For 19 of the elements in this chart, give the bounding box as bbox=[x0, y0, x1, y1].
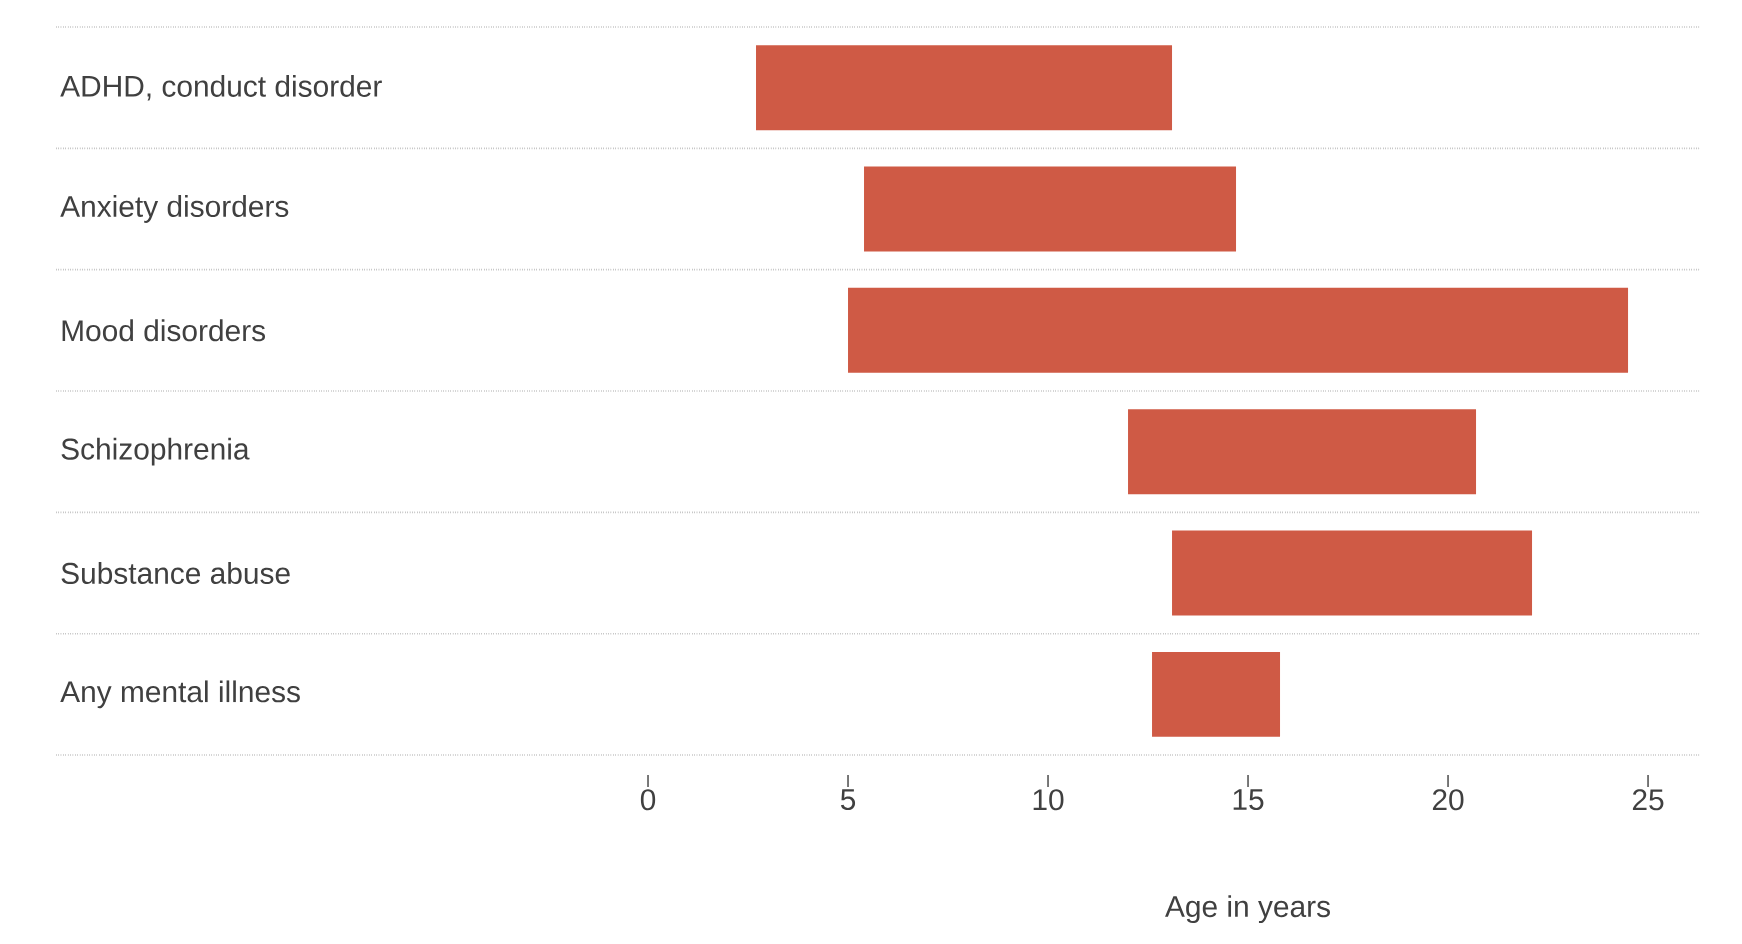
bar bbox=[1152, 651, 1281, 737]
x-tick-label: 10 bbox=[1033, 789, 1064, 811]
y-tick-label: Any mental illness bbox=[60, 680, 300, 709]
x-tick-label: 15 bbox=[1233, 789, 1264, 811]
y-tick-label: Substance abuse bbox=[61, 562, 290, 584]
bar bbox=[756, 45, 1173, 131]
y-tick-label: Anxiety disorders bbox=[60, 195, 289, 223]
bar bbox=[848, 287, 1629, 373]
bar bbox=[1172, 530, 1533, 616]
bar bbox=[864, 166, 1237, 252]
y-tick-label: Schizophrenia bbox=[61, 437, 250, 466]
x-tick-label: 5 bbox=[840, 789, 856, 811]
x-tick-label: 0 bbox=[640, 789, 656, 811]
x-axis-title: Age in years bbox=[1165, 895, 1330, 924]
y-tick-label: Mood disorders bbox=[62, 319, 265, 342]
y-tick-label: ADHD, conduct disorder bbox=[60, 74, 382, 101]
x-tick-label: 20 bbox=[1432, 789, 1464, 811]
x-tick-label: 25 bbox=[1632, 789, 1664, 811]
bar bbox=[1128, 409, 1477, 495]
